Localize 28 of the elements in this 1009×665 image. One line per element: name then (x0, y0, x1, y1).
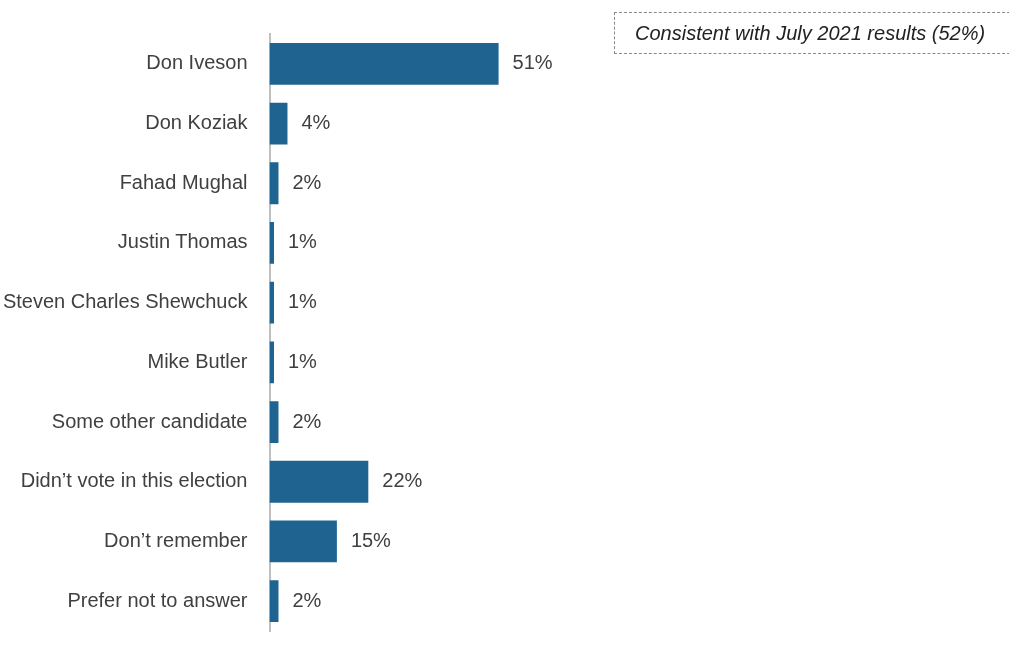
data-label: 2% (292, 409, 322, 432)
y-tick-label: Don Iveson (146, 51, 248, 74)
data-label: 2% (292, 170, 322, 193)
data-label: 1% (287, 230, 318, 253)
y-tick-label: Steven Charles Shewchuck (2, 290, 249, 313)
bar (269, 42, 499, 85)
data-label: 1% (287, 349, 318, 372)
y-tick-label: Fahad Mughal (119, 170, 248, 193)
bar (269, 401, 279, 443)
data-label: 51% (512, 51, 553, 74)
bar (269, 102, 288, 145)
y-tick-label: Justin Thomas (117, 230, 248, 253)
bar (269, 520, 337, 563)
data-label: 4% (301, 111, 331, 134)
data-label: 22% (382, 469, 423, 492)
text: Consistent with July 2021 results (52%) (614, 12, 1009, 54)
data-label: 1% (287, 290, 318, 313)
data-label: 15% (350, 528, 392, 551)
y-tick-label: Prefer not to answer (67, 588, 248, 611)
bar (269, 162, 279, 205)
y-tick-label: Don’t remember (104, 528, 248, 551)
y-tick-label: Mike Butler (147, 349, 248, 372)
y-tick-label: Some other candidate (51, 409, 248, 432)
data-label: 2% (292, 588, 322, 611)
bar (269, 460, 369, 503)
bar (269, 580, 279, 623)
y-tick-label: Didn’t vote in this election (20, 469, 248, 492)
y-tick-label: Don Koziak (145, 111, 249, 134)
